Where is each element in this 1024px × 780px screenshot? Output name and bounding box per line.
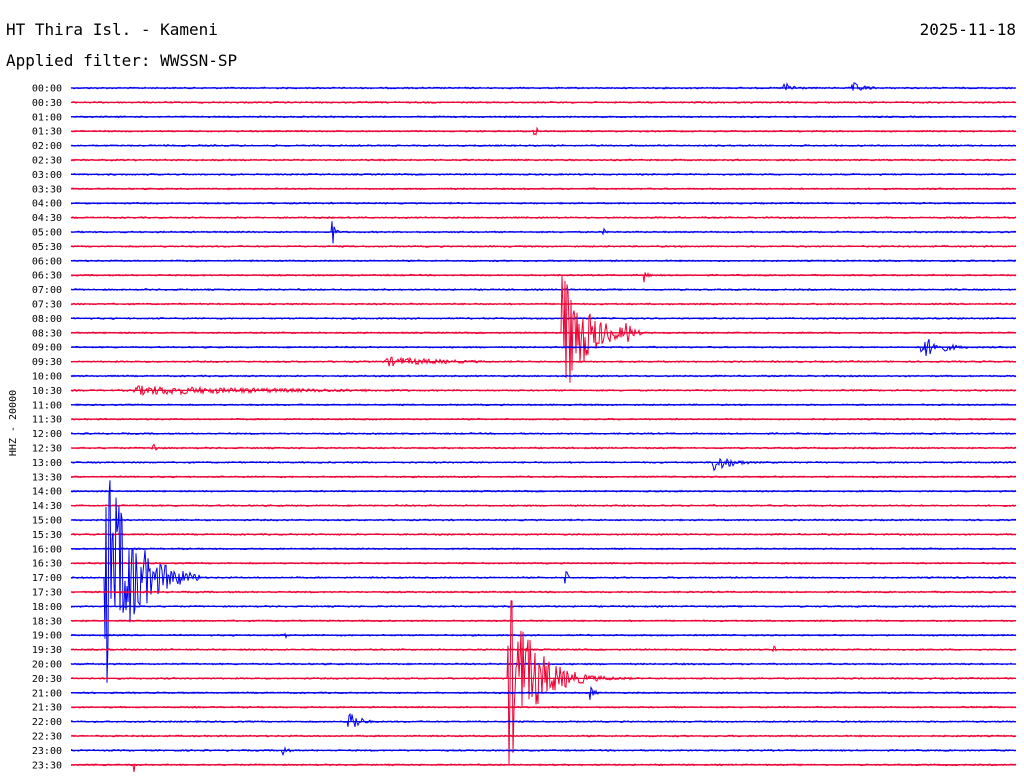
- trace-line: [70, 712, 1016, 728]
- station-title: HT Thira Isl. - Kameni: [6, 20, 218, 39]
- row-time-label: 02:00: [32, 141, 62, 152]
- row-time-label: 18:00: [32, 602, 62, 613]
- row-time-label: 23:30: [32, 760, 62, 771]
- trace-line: [70, 275, 1017, 383]
- row-time-label: 19:30: [32, 645, 62, 656]
- row-time-label: 06:00: [32, 256, 62, 267]
- row-time-label: 17:00: [32, 573, 62, 584]
- row-time-label: 13:30: [32, 472, 62, 483]
- row-time-label: 23:00: [32, 746, 62, 757]
- row-time-label: 20:30: [32, 674, 62, 685]
- row-time-label: 09:00: [32, 343, 62, 354]
- row-time-label: 22:30: [32, 732, 62, 743]
- trace-line: [70, 443, 1017, 451]
- row-time-label: 10:00: [32, 372, 62, 383]
- row-time-label: 13:00: [32, 458, 62, 469]
- row-time-label: 07:00: [32, 285, 62, 296]
- row-time-label: 00:30: [32, 98, 62, 109]
- trace-line: [70, 480, 1017, 683]
- row-time-label: 15:00: [32, 516, 62, 527]
- row-time-label: 15:30: [32, 530, 62, 541]
- row-time-label: 18:30: [32, 616, 62, 627]
- row-time-label: 08:00: [32, 314, 62, 325]
- trace-line: [70, 82, 1017, 91]
- trace-line: [70, 746, 1017, 757]
- row-time-label: 21:30: [32, 703, 62, 714]
- row-time-label: 08:30: [32, 328, 62, 339]
- seismogram-traces: [70, 82, 1017, 772]
- row-time-label: 12:00: [32, 429, 62, 440]
- trace-line: [70, 600, 1017, 765]
- row-time-label: 12:30: [32, 444, 62, 455]
- row-time-label: 00:00: [32, 84, 62, 95]
- trace-line: [70, 645, 1017, 652]
- row-time-label: 14:30: [32, 501, 62, 512]
- row-time-label: 02:30: [32, 156, 62, 167]
- row-time-label: 22:00: [32, 717, 62, 728]
- row-time-label: 04:30: [32, 213, 62, 224]
- trace-line: [70, 457, 1017, 472]
- row-time-label: 01:30: [32, 127, 62, 138]
- row-time-label: 07:30: [32, 300, 62, 311]
- row-time-labels: 00:00 00:30 01:00 01:30 02:00 02:30 03:00 03:30…: [32, 84, 62, 772]
- row-time-label: 05:30: [32, 242, 62, 253]
- row-time-label: 09:30: [32, 357, 62, 368]
- row-time-label: 05:00: [32, 228, 62, 239]
- channel-label: HHZ - 20000: [8, 390, 19, 456]
- row-time-label: 21:00: [32, 688, 62, 699]
- row-time-label: 17:30: [32, 588, 62, 599]
- row-time-label: 14:00: [32, 487, 62, 498]
- row-time-label: 01:00: [32, 112, 62, 123]
- row-time-label: 03:00: [32, 170, 62, 181]
- row-time-label: 06:30: [32, 271, 62, 282]
- row-time-label: 11:00: [32, 400, 62, 411]
- record-date: 2025-11-18: [919, 20, 1016, 39]
- trace-line: [70, 271, 1017, 283]
- filter-label: Applied filter: WWSSN-SP: [6, 51, 238, 70]
- row-time-label: 03:30: [32, 184, 62, 195]
- row-time-label: 16:30: [32, 559, 62, 570]
- row-time-label: 16:00: [32, 544, 62, 555]
- row-time-label: 20:00: [32, 660, 62, 671]
- row-time-label: 04:00: [32, 199, 62, 210]
- trace-line: [70, 686, 1017, 700]
- row-time-label: 19:00: [32, 631, 62, 642]
- row-time-label: 10:30: [32, 386, 62, 397]
- row-time-label: 11:30: [32, 415, 62, 426]
